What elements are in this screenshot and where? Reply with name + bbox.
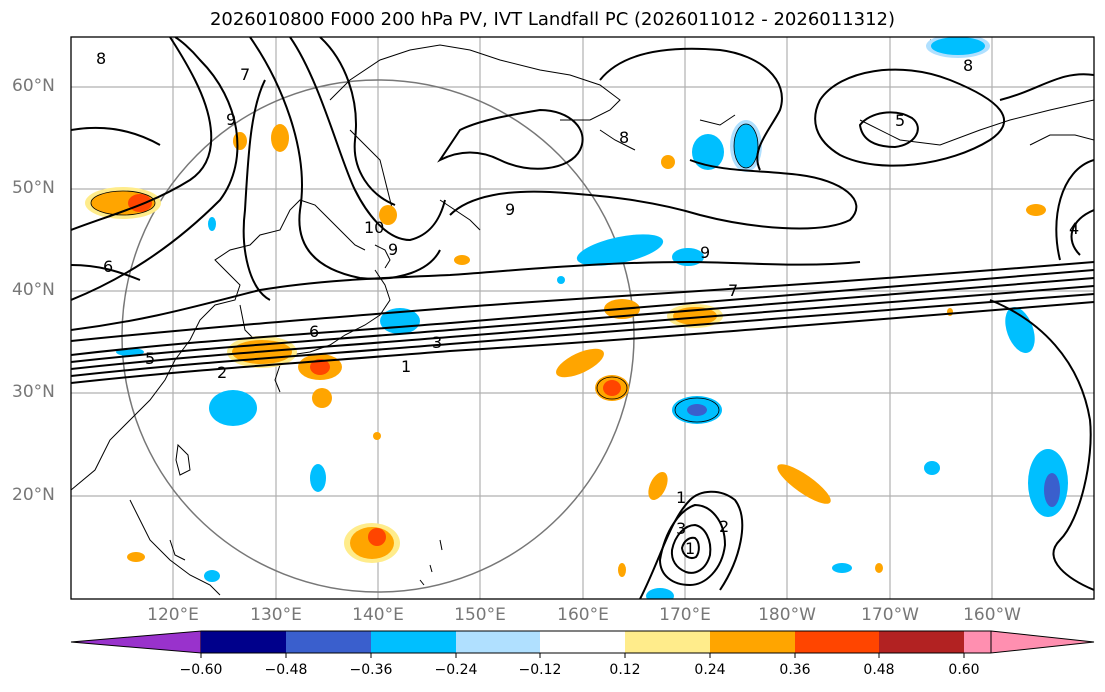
- contour-label: 1: [676, 488, 686, 507]
- colorbar: [70, 630, 1095, 658]
- lon-label: 170°E: [659, 605, 711, 625]
- contour-label: 4: [1069, 219, 1079, 238]
- pv-contours: [71, 37, 1094, 599]
- contour-label: 2: [719, 517, 729, 536]
- lon-label: 130°E: [250, 605, 302, 625]
- anomaly-outlines: [90, 123, 759, 423]
- colorbar-bin: [795, 631, 879, 653]
- colorbar-tick-label: −0.12: [518, 662, 562, 678]
- colorbar-tick-label: 0.24: [694, 662, 726, 678]
- contour-label: 9: [700, 243, 710, 262]
- contour-label: 3: [432, 333, 442, 352]
- colorbar-bin: [201, 631, 286, 653]
- chart-title: 2026010800 F000 200 hPa PV, IVT Landfall…: [209, 9, 896, 30]
- lon-label: 170°W: [861, 605, 919, 625]
- contour-label: 1: [685, 539, 695, 558]
- contour-label: 5: [145, 349, 155, 368]
- colorbar-extend-low: [70, 630, 202, 654]
- lon-label: 160°E: [557, 605, 609, 625]
- colorbar-tick-label: −0.24: [434, 662, 478, 678]
- contour-label: 5: [895, 111, 905, 130]
- contour-label: 8: [96, 49, 106, 68]
- contour-label: 8: [619, 128, 629, 147]
- colorbar-bin: [879, 631, 964, 653]
- colorbar-tick-label: 0.36: [779, 662, 811, 678]
- lat-label: 50°N: [12, 178, 55, 198]
- contour-label: 9: [226, 110, 236, 129]
- lon-label: 140°E: [352, 605, 404, 625]
- colorbar-bin: [964, 631, 991, 653]
- colorbar-bin: [710, 631, 795, 653]
- lat-label: 40°N: [12, 280, 55, 300]
- colorbar-tick-label: 0.48: [863, 662, 895, 678]
- gridlines: [71, 37, 1094, 599]
- colorbar-extend-high: [990, 630, 1095, 654]
- contour-labels: 8 7 9 6 10 9 5 6 3 2 1 8 9 8 9 7 5 4 1 2…: [96, 49, 1079, 558]
- colorbar-bin: [286, 631, 371, 653]
- contour-label: 2: [217, 363, 227, 382]
- colorbar-bin: [371, 631, 456, 653]
- colorbar-tick-label: −0.36: [349, 662, 393, 678]
- colorbar-bin: [456, 631, 540, 653]
- contour-label: 7: [728, 281, 738, 300]
- map-frame: [70, 36, 1095, 600]
- contour-label: 9: [388, 240, 398, 259]
- contour-label: 1: [401, 357, 411, 376]
- lat-label: 60°N: [12, 76, 55, 96]
- contour-label: 6: [309, 322, 319, 341]
- colorbar-tick-label: −0.60: [179, 662, 223, 678]
- lon-label: 180°W: [758, 605, 816, 625]
- contour-label: 3: [676, 519, 686, 538]
- colorbar-tick-label: 0.60: [948, 662, 980, 678]
- colorbar-tick-label: 0.12: [609, 662, 641, 678]
- contour-label: 6: [103, 257, 113, 276]
- lat-label: 30°N: [12, 382, 55, 402]
- lon-label: 120°E: [147, 605, 199, 625]
- lon-label: 160°W: [963, 605, 1021, 625]
- lat-label: 20°N: [12, 485, 55, 505]
- contour-label: 8: [963, 56, 973, 75]
- contour-label: 10: [364, 218, 384, 237]
- colorbar-tick-label: −0.48: [264, 662, 308, 678]
- lon-label: 150°E: [454, 605, 506, 625]
- negative-anomalies: [116, 37, 1068, 599]
- colorbar-bin: [625, 631, 710, 653]
- contour-label: 7: [240, 65, 250, 84]
- colorbar-bin: [540, 631, 625, 653]
- contour-label: 9: [505, 200, 515, 219]
